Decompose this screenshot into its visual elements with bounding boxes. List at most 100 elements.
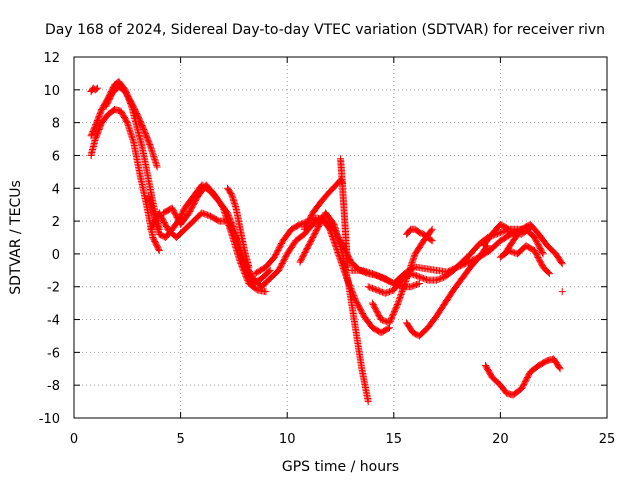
- x-tick-label: 15: [386, 432, 403, 447]
- data-point: [396, 295, 404, 303]
- series-arc-7: [160, 181, 270, 296]
- data-point: [237, 261, 245, 269]
- data-point: [387, 287, 395, 295]
- tick-labels: 0 5 10 15 20 25 -10 -8 -6 -4 -2 0 2 4 6 8 10 12: [39, 51, 616, 447]
- data-point: [437, 275, 445, 283]
- data-point: [153, 163, 161, 171]
- data-point: [421, 275, 429, 283]
- y-tick-label: 4: [52, 182, 60, 197]
- data-point: [438, 274, 446, 282]
- data-point: [415, 279, 423, 287]
- data-point: [413, 272, 421, 280]
- data-point: [155, 245, 163, 253]
- data-point: [239, 264, 247, 272]
- series-arc-8: [224, 184, 253, 271]
- chart-title: Day 168 of 2024, Sidereal Day-to-day VTE…: [45, 22, 605, 38]
- data-point: [410, 271, 418, 279]
- data-point: [538, 249, 546, 257]
- data-point: [243, 274, 251, 282]
- data-point: [407, 263, 415, 271]
- grid-lines: [74, 57, 607, 418]
- data-point: [93, 84, 101, 92]
- data-point: [155, 247, 163, 255]
- data-point: [544, 269, 552, 277]
- data-point: [405, 267, 413, 275]
- x-tick-label: 20: [492, 432, 509, 447]
- y-tick-label: -10: [39, 412, 60, 427]
- data-point: [498, 228, 506, 236]
- series-arc-2: [87, 106, 163, 255]
- data-point: [383, 289, 391, 297]
- data-point: [384, 288, 392, 296]
- y-tick-label: 12: [43, 51, 60, 66]
- data-point: [414, 280, 422, 288]
- data-point: [402, 277, 410, 285]
- data-point: [508, 248, 516, 256]
- data-point: [296, 220, 304, 228]
- data-point: [299, 219, 307, 227]
- data-point: [434, 276, 442, 284]
- data-point: [386, 288, 394, 296]
- data-point: [539, 250, 547, 258]
- data-point: [397, 292, 405, 300]
- y-tick-label: -4: [47, 314, 60, 329]
- data-point: [415, 273, 423, 281]
- data-point: [371, 285, 379, 293]
- data-point: [262, 288, 270, 296]
- data-point: [398, 288, 406, 296]
- data-point: [376, 287, 384, 295]
- data-point: [427, 227, 435, 235]
- data-point: [381, 289, 389, 297]
- data-point: [368, 284, 376, 292]
- data-point: [380, 317, 388, 325]
- data-point: [378, 316, 386, 324]
- data-point: [408, 260, 416, 268]
- data-point: [366, 283, 374, 291]
- axis-ticks: [73, 56, 608, 419]
- data-point: [403, 273, 411, 281]
- data-point: [393, 301, 401, 309]
- data-point: [201, 210, 209, 218]
- data-point: [402, 276, 410, 284]
- x-tick-label: 25: [599, 432, 616, 447]
- data-point: [496, 229, 504, 237]
- data-point: [238, 262, 246, 270]
- y-tick-label: 2: [52, 215, 60, 230]
- data-point: [236, 258, 244, 266]
- data-point: [240, 267, 248, 275]
- data-point: [414, 272, 422, 280]
- data-point: [394, 299, 402, 307]
- data-point: [428, 225, 436, 233]
- data-point: [237, 260, 245, 268]
- data-point: [399, 285, 407, 293]
- data-point: [404, 270, 412, 278]
- data-point: [400, 282, 408, 290]
- data-point: [367, 284, 375, 292]
- y-tick-label: 0: [52, 248, 60, 263]
- data-point: [408, 259, 416, 267]
- data-point: [243, 275, 251, 283]
- data-point: [409, 256, 417, 264]
- data-point: [241, 269, 249, 277]
- data-point: [556, 365, 564, 373]
- data-point: [506, 247, 514, 255]
- data-point: [244, 277, 252, 285]
- data-point: [557, 259, 565, 267]
- data-point: [364, 283, 372, 291]
- data-point: [410, 254, 418, 262]
- data-point: [395, 298, 403, 306]
- data-point: [401, 279, 409, 287]
- data-point: [418, 274, 426, 282]
- data-point: [239, 265, 247, 273]
- series-arc-17: [403, 225, 436, 245]
- data-point: [407, 283, 415, 291]
- x-axis-label: GPS time / hours: [282, 459, 399, 475]
- x-tick-label: 5: [176, 432, 184, 447]
- data-point: [245, 263, 253, 271]
- data-point: [558, 288, 566, 296]
- data-point: [397, 290, 405, 298]
- data-point: [374, 287, 382, 295]
- data-point: [415, 229, 423, 237]
- data-point: [411, 271, 419, 279]
- series-arc-22: [481, 355, 564, 399]
